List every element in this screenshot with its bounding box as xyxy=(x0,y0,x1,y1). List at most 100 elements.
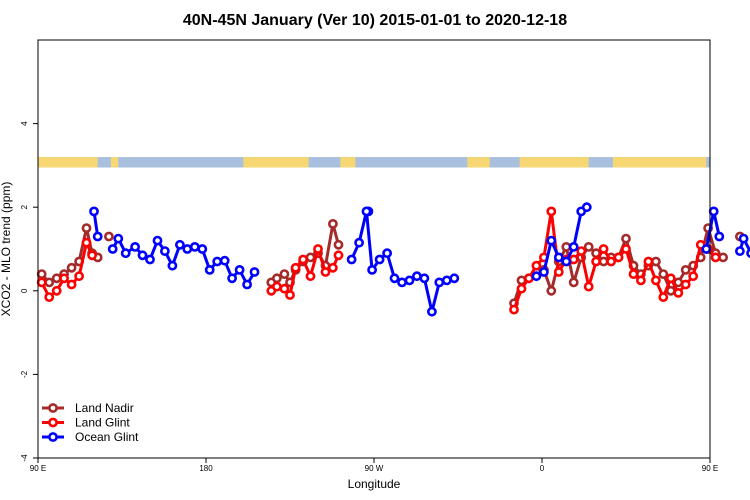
legend-swatch-marker xyxy=(48,403,58,413)
data-point xyxy=(174,239,185,250)
data-point xyxy=(81,237,92,248)
data-point xyxy=(89,206,99,217)
series-ocean-glint xyxy=(89,202,750,317)
x-tick-label: 180 xyxy=(199,464,213,473)
data-point xyxy=(546,235,557,246)
data-point xyxy=(59,273,69,284)
data-point xyxy=(285,290,295,300)
data-point xyxy=(320,267,331,277)
data-point xyxy=(701,244,712,254)
data-point xyxy=(531,260,542,271)
data-point xyxy=(346,254,357,265)
data-point xyxy=(539,267,549,277)
data-point xyxy=(621,233,631,244)
data-point xyxy=(643,256,654,267)
data-point xyxy=(714,231,725,242)
data-point xyxy=(708,206,719,217)
data-point xyxy=(197,244,208,254)
data-point xyxy=(333,239,344,250)
land-band xyxy=(38,157,98,168)
data-point xyxy=(621,244,631,254)
legend-label: Ocean Glint xyxy=(75,430,139,444)
data-point xyxy=(279,269,290,279)
data-point xyxy=(680,279,691,290)
x-tick-label: 90 E xyxy=(30,464,46,473)
x-tick-label: 0 xyxy=(540,464,545,473)
data-point xyxy=(516,283,527,294)
data-point xyxy=(298,254,308,265)
data-point xyxy=(665,273,676,284)
data-point xyxy=(441,275,452,286)
data-point xyxy=(44,277,55,288)
data-point xyxy=(389,273,400,284)
data-point xyxy=(591,256,601,267)
data-point xyxy=(189,241,200,252)
data-point xyxy=(74,271,84,282)
data-point xyxy=(576,246,587,256)
chart-title: 40N-45N January (Ver 10) 2015-01-01 to 2… xyxy=(183,12,567,29)
y-tick-label: 4 xyxy=(20,121,29,126)
data-point xyxy=(279,283,290,294)
land-band xyxy=(340,157,356,168)
land-band xyxy=(519,157,589,168)
data-point xyxy=(680,264,691,275)
data-point xyxy=(546,285,557,296)
data-point xyxy=(81,223,92,233)
y-tick-label: 0 xyxy=(20,288,29,293)
x-axis: 90 E 180 90 W 0 90 E xyxy=(30,458,718,473)
data-point xyxy=(182,244,193,254)
data-point xyxy=(568,254,579,265)
data-point xyxy=(51,285,62,296)
data-point xyxy=(66,262,77,273)
data-point xyxy=(120,248,131,259)
data-point xyxy=(411,271,422,282)
data-point xyxy=(145,254,155,265)
data-point xyxy=(583,281,594,292)
data-point xyxy=(606,256,616,267)
land-band xyxy=(243,157,309,168)
y-axis: -4 -2 0 2 4 xyxy=(20,121,38,462)
data-point xyxy=(137,250,148,261)
legend-label: Land Glint xyxy=(75,416,130,430)
data-point xyxy=(553,252,564,263)
data-point xyxy=(658,269,669,279)
data-point xyxy=(524,273,534,284)
data-point xyxy=(327,262,338,273)
legend-label: Land Nadir xyxy=(75,401,134,415)
y-tick-label: -4 xyxy=(20,454,29,462)
data-point xyxy=(271,281,282,292)
data-point xyxy=(710,252,721,263)
data-point xyxy=(568,241,579,252)
data-point xyxy=(333,250,344,261)
data-point xyxy=(598,256,609,267)
data-point xyxy=(738,233,749,244)
data-point xyxy=(354,237,364,248)
data-point xyxy=(305,271,316,282)
data-point xyxy=(227,273,237,284)
data-point xyxy=(613,252,624,263)
data-point xyxy=(628,269,639,279)
data-point xyxy=(673,287,684,298)
data-point xyxy=(735,246,745,256)
series-layer xyxy=(36,202,750,317)
data-point xyxy=(651,256,661,267)
data-point xyxy=(404,275,415,286)
data-point xyxy=(104,231,114,242)
data-point xyxy=(374,254,385,265)
data-point xyxy=(152,235,163,246)
ocean-band xyxy=(38,157,710,168)
data-point xyxy=(658,292,669,302)
land-band xyxy=(467,157,490,168)
data-point xyxy=(434,277,445,288)
data-point xyxy=(561,256,572,267)
land-band xyxy=(612,157,707,168)
data-point xyxy=(313,244,323,254)
data-point xyxy=(327,218,338,229)
data-point xyxy=(234,264,245,275)
legend-item: Land Glint xyxy=(42,416,130,430)
series-line xyxy=(350,209,455,314)
data-point xyxy=(426,306,437,317)
data-point xyxy=(212,256,223,267)
